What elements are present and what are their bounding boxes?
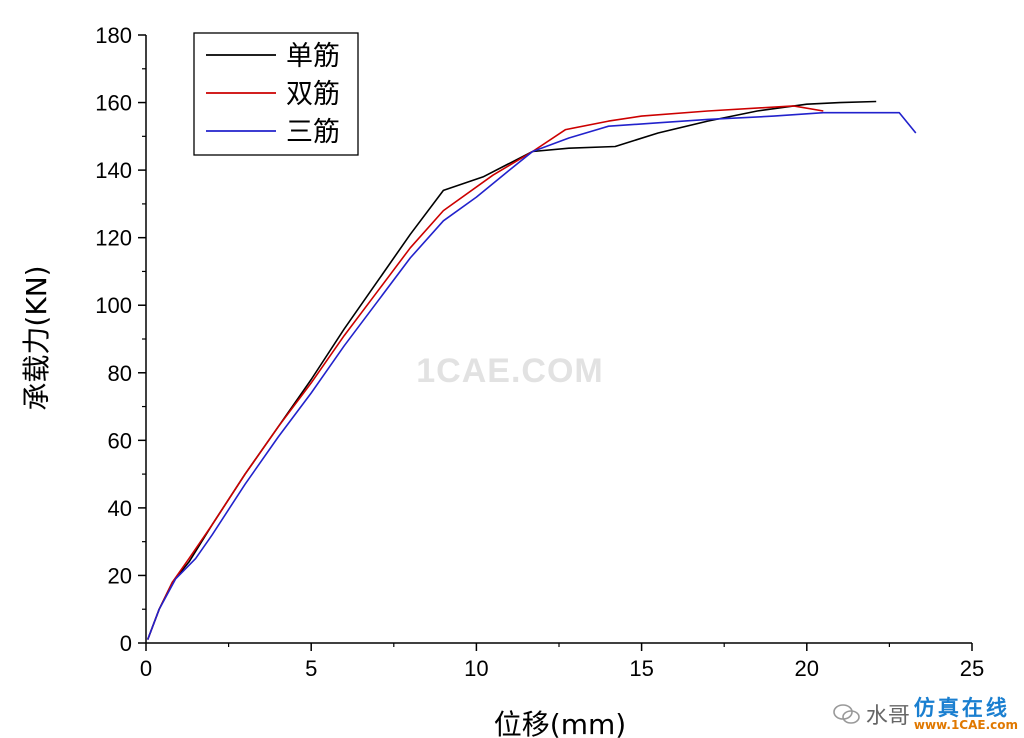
axes: 0 20 40 60 80 100 120 140 160 180 0 5 10 15 20 25: [95, 23, 984, 681]
y-tick-label: 100: [95, 293, 132, 318]
series-line-三筋: [146, 111, 917, 640]
y-tick-label: 0: [120, 631, 132, 656]
series-line-单筋: [146, 100, 877, 640]
y-tick-label: 160: [95, 91, 132, 116]
y-tick-label: 20: [108, 563, 132, 588]
x-tick-label: 20: [795, 656, 819, 681]
watermark-text: 1CAE.COM: [416, 352, 603, 390]
site-url: www.1CAE.com: [913, 717, 1018, 732]
plot-area: [146, 100, 917, 640]
y-tick-label: 40: [108, 496, 132, 521]
x-tick-label: 10: [464, 656, 488, 681]
x-axis-title: 位移(mm): [494, 708, 626, 738]
y-tick-label: 180: [95, 23, 132, 48]
x-tick-label: 5: [305, 656, 317, 681]
account-name: 水哥: [865, 704, 910, 729]
x-tick-label: 25: [960, 656, 984, 681]
y-tick-label: 60: [108, 428, 132, 453]
legend-box: [193, 32, 359, 156]
y-axis-title: 承载力(KN): [20, 265, 53, 410]
series-line-双筋: [146, 105, 824, 640]
site-logo: 仿真在线 www.1CAE.com: [913, 695, 1018, 732]
x-tick-label: 15: [629, 656, 653, 681]
y-tick-label: 80: [108, 361, 132, 386]
y-tick-label: 140: [95, 158, 132, 183]
x-tick-label: 0: [140, 656, 152, 681]
legend-label: 三筋: [286, 117, 340, 148]
wechat-icon: [833, 704, 860, 724]
brand-watermark: 水哥 仿真在线 www.1CAE.com: [832, 694, 1018, 734]
legend-label: 单筋: [286, 41, 340, 72]
legend-label: 双筋: [286, 79, 340, 110]
y-tick-label: 120: [95, 226, 132, 251]
site-name: 仿真在线: [913, 695, 1010, 720]
